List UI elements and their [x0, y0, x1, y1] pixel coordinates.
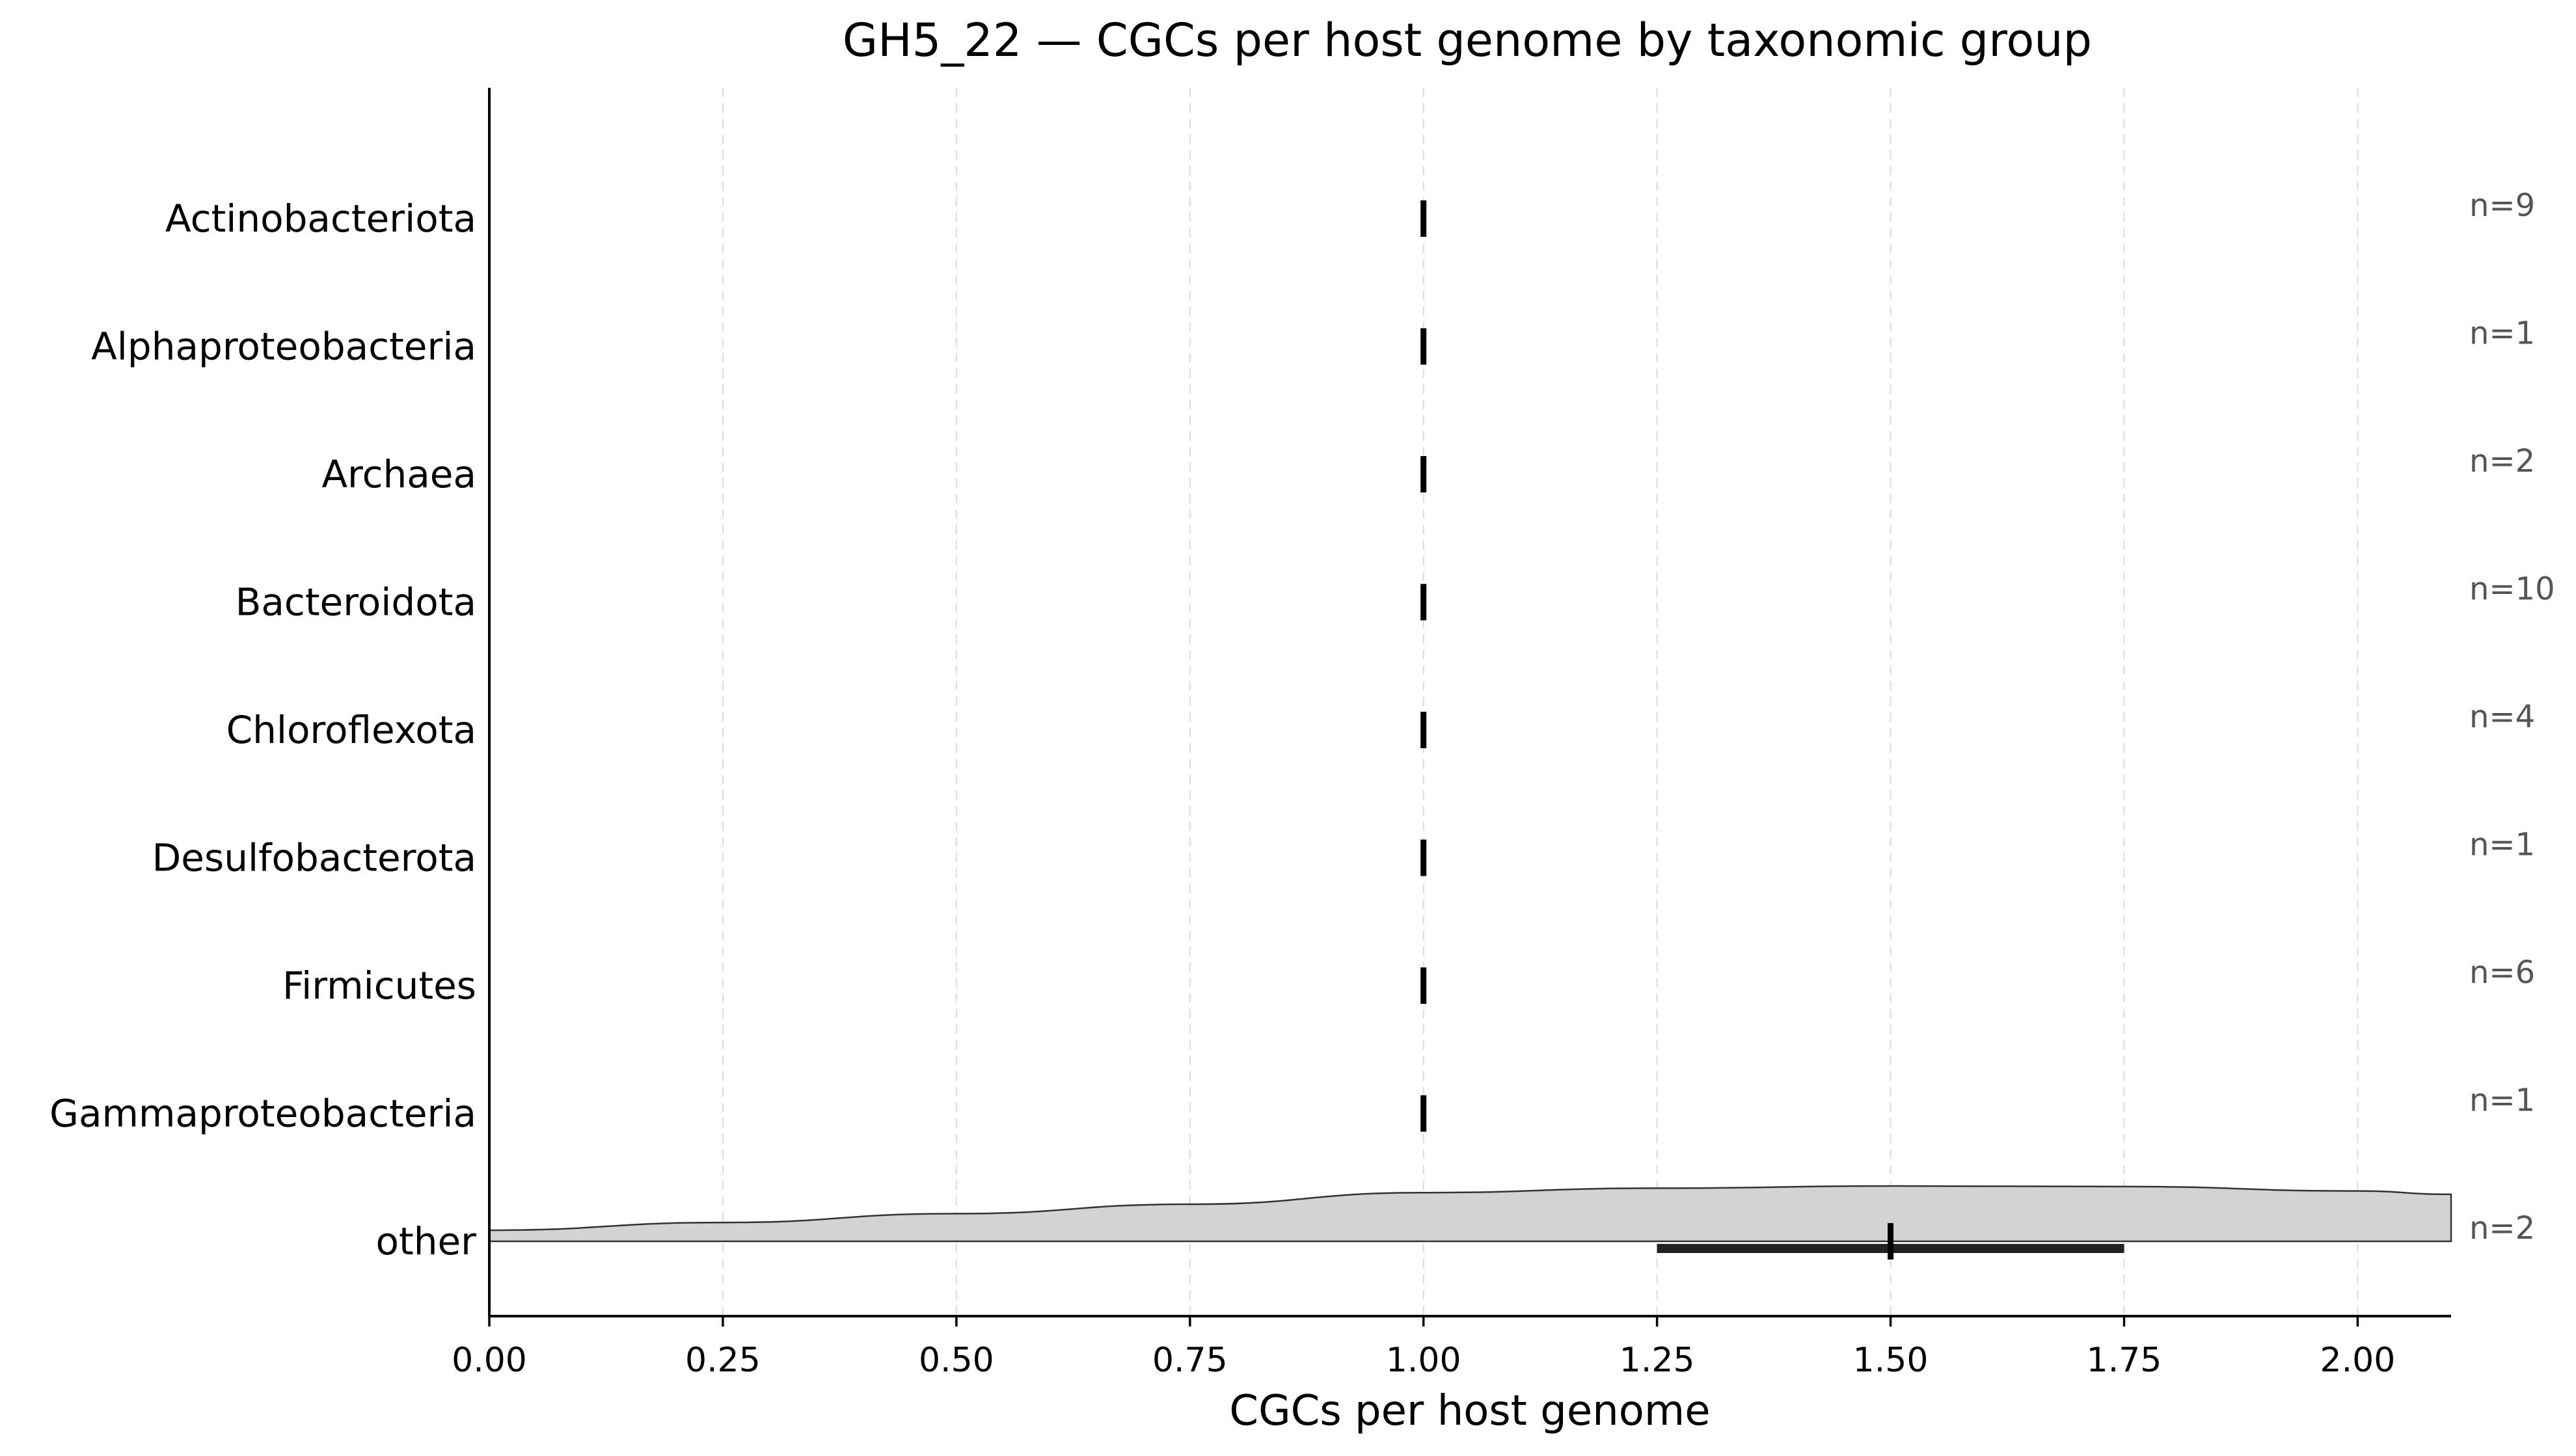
category-label: Archaea: [321, 452, 476, 496]
count-labels: n=9 n=1 n=2 n=10 n=4 n=1 n=6 n=1 n=2: [2469, 187, 2555, 1247]
category-label: other: [375, 1219, 476, 1263]
x-tick-label: 1.00: [1386, 1341, 1461, 1380]
category-label: Gammaproteobacteria: [49, 1092, 476, 1136]
count-label: n=4: [2469, 699, 2535, 735]
category-label: Chloroflexota: [226, 708, 476, 752]
x-axis-label: CGCs per host genome: [1229, 1387, 1710, 1435]
violins: [488, 1185, 2452, 1243]
count-label: n=2: [2469, 443, 2535, 479]
medians: [1420, 200, 2124, 1260]
x-tick-label: 0.25: [685, 1341, 761, 1380]
category-label: Actinobacteriota: [165, 196, 476, 241]
count-label: n=6: [2469, 954, 2535, 991]
x-tick-label: 0.50: [919, 1341, 994, 1380]
x-tick-label: 1.50: [1853, 1341, 1929, 1380]
count-label: n=1: [2469, 1083, 2535, 1119]
category-label: Firmicutes: [282, 964, 476, 1008]
x-tick-label: 1.25: [1620, 1341, 1695, 1380]
count-label: n=1: [2469, 316, 2535, 352]
category-label: Bacteroidota: [236, 580, 476, 625]
x-tick-label: 1.75: [2087, 1341, 2162, 1380]
count-label: n=10: [2469, 571, 2555, 608]
category-label: Alphaproteobacteria: [91, 325, 476, 369]
x-tick-label: 0.75: [1152, 1341, 1228, 1380]
count-label: n=9: [2469, 187, 2535, 224]
y-category-labels: Actinobacteriota Alphaproteobacteria Archa…: [49, 196, 476, 1263]
x-tick-label: 2.00: [2320, 1341, 2396, 1380]
x-tick-label: 0.00: [452, 1341, 527, 1380]
count-label: n=2: [2469, 1210, 2535, 1247]
category-label: Desulfobacterota: [152, 836, 476, 880]
chart-title: GH5_22 — CGCs per host genome by taxonom…: [843, 14, 2092, 67]
violin-other: [488, 1185, 2452, 1243]
x-gridlines: [722, 88, 2359, 1316]
count-label: n=1: [2469, 827, 2535, 863]
x-ticks: 0.00 0.25 0.50 0.75 1.00 1.25 1.50 1.75 2.00: [452, 1316, 2395, 1380]
